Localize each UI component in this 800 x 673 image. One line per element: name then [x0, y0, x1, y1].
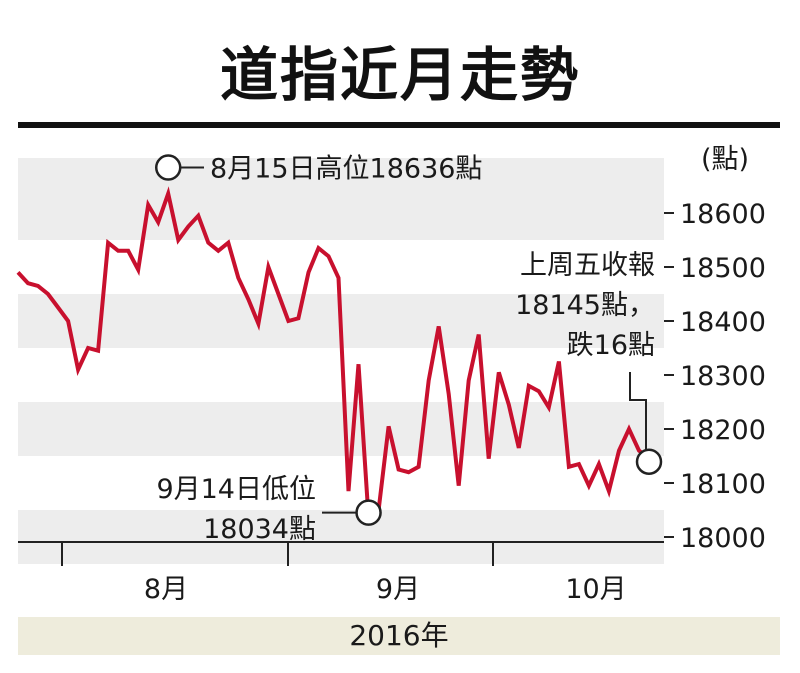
chart-title: 道指近月走勢	[219, 41, 580, 109]
low-marker	[355, 499, 382, 526]
y-axis-label: (點)	[701, 144, 749, 175]
grid-band	[18, 510, 664, 564]
last-annotation: 18145點，	[515, 290, 655, 321]
month-labels: 8月 9月 10月	[144, 574, 627, 605]
series-line	[16, 186, 651, 523]
series-lines	[16, 186, 651, 523]
x-axis	[18, 541, 664, 566]
low-annotation: 9月14日低位	[156, 474, 316, 505]
x-tick-label: 8月	[144, 574, 188, 605]
x-tick-label: 9月	[376, 574, 420, 605]
grid-band	[18, 186, 664, 240]
high-annotation: 8月15日高位18636點	[210, 154, 482, 185]
title-rule	[18, 122, 780, 128]
last-leader-line	[629, 372, 647, 450]
low-annotation: 18034點	[203, 514, 316, 545]
y-tick-label: 18100	[680, 469, 766, 500]
high-marker	[154, 154, 182, 181]
y-tick-label: 18300	[680, 361, 766, 392]
last-marker	[635, 448, 663, 475]
y-tick-label: 18200	[680, 415, 766, 446]
grid-band	[18, 158, 664, 186]
y-axis: 18000 18100 18200 18300 18400 18500 18600	[664, 199, 766, 554]
last-annotation: 上周五收報	[520, 250, 655, 281]
y-tick-label: 18400	[680, 307, 766, 338]
y-tick-label: 18000	[680, 523, 766, 554]
annotations: 8月15日高位18636點 9月14日低位 18034點 上周五收報 18145點， 跌1…	[154, 154, 663, 545]
y-tick-label: 18500	[680, 253, 766, 284]
grid-band	[18, 402, 664, 456]
x-tick-label: 10月	[565, 574, 626, 605]
year-label: 2016年	[18, 617, 780, 655]
last-annotation: 跌16點	[567, 330, 655, 361]
y-tick-label: 18600	[680, 199, 766, 230]
